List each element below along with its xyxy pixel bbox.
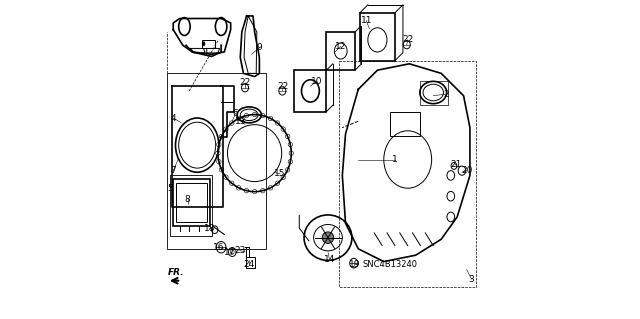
Text: 16: 16 bbox=[213, 243, 225, 252]
Text: 8: 8 bbox=[185, 195, 191, 204]
Ellipse shape bbox=[322, 232, 333, 243]
Text: 11: 11 bbox=[360, 16, 372, 25]
Text: 22: 22 bbox=[239, 78, 251, 87]
Text: 4: 4 bbox=[170, 114, 176, 122]
Text: 3: 3 bbox=[468, 275, 474, 284]
Text: 19: 19 bbox=[349, 260, 360, 269]
Text: 10: 10 bbox=[311, 77, 323, 86]
Text: 12: 12 bbox=[335, 42, 346, 51]
Text: 1: 1 bbox=[392, 155, 398, 164]
Bar bbox=[390, 112, 420, 136]
Text: 13: 13 bbox=[235, 117, 246, 126]
Bar bbox=[173, 179, 210, 226]
Text: 2: 2 bbox=[443, 90, 449, 99]
Text: 15: 15 bbox=[275, 169, 286, 178]
Bar bbox=[420, 81, 447, 105]
Bar bbox=[177, 183, 207, 222]
Text: 6: 6 bbox=[232, 109, 238, 118]
Bar bbox=[326, 32, 355, 70]
Text: 24: 24 bbox=[244, 260, 255, 269]
Ellipse shape bbox=[202, 42, 205, 46]
Bar bbox=[360, 13, 395, 61]
Text: SNC4B13240: SNC4B13240 bbox=[363, 260, 418, 269]
Text: 7: 7 bbox=[170, 166, 176, 175]
Text: FR.: FR. bbox=[168, 268, 185, 277]
Bar bbox=[202, 40, 215, 48]
Text: 5: 5 bbox=[167, 184, 173, 193]
Text: 22: 22 bbox=[402, 35, 413, 44]
Bar bbox=[170, 175, 212, 236]
Text: 21: 21 bbox=[450, 160, 461, 169]
Text: 9: 9 bbox=[257, 43, 262, 52]
Bar bbox=[167, 73, 266, 249]
Text: 23: 23 bbox=[234, 246, 245, 255]
Text: 18: 18 bbox=[204, 224, 216, 233]
Text: 20: 20 bbox=[461, 166, 472, 175]
Text: 17: 17 bbox=[224, 248, 236, 256]
Text: 14: 14 bbox=[324, 256, 335, 264]
Text: 22: 22 bbox=[278, 82, 289, 91]
Bar bbox=[294, 70, 326, 112]
